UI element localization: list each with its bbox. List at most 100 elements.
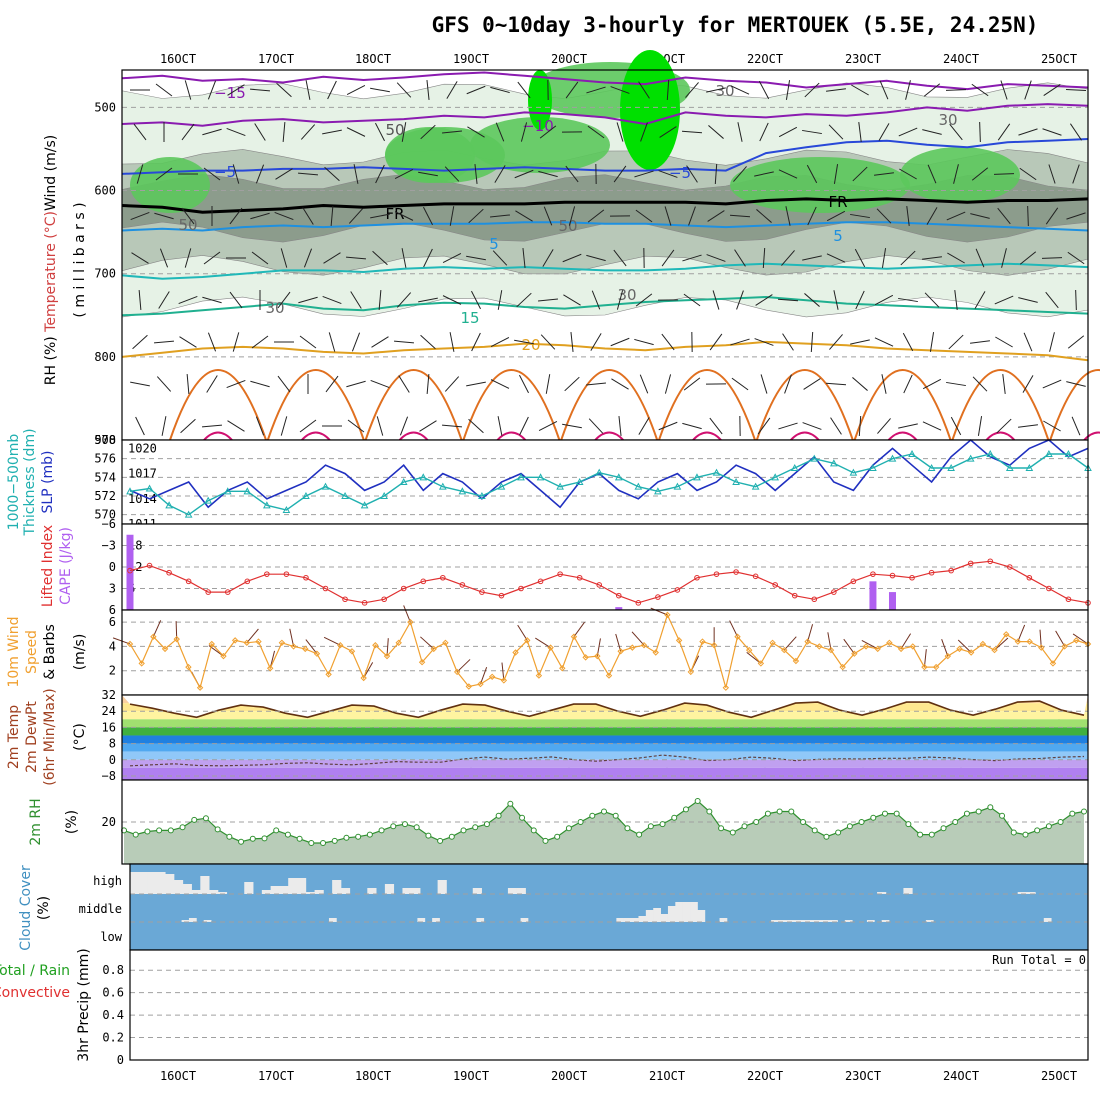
cloud-block: [130, 872, 140, 894]
wind-barb: [1018, 297, 1038, 303]
wind-speed-point: [161, 645, 169, 653]
wind-barb: [616, 290, 624, 310]
wind-speed-point: [500, 677, 508, 684]
wind-barb-10m: [827, 632, 832, 651]
wind-speed-point: [138, 660, 145, 667]
contour-label: 5: [489, 235, 499, 253]
wind-speed-point: [1026, 638, 1033, 645]
wind-speed-point: [804, 638, 811, 645]
rh-point: [682, 806, 689, 813]
temperature-contour-25: [462, 369, 561, 441]
wind-speed-point: [605, 672, 613, 679]
wind-barb: [181, 123, 195, 141]
temperature-contour: [121, 262, 1089, 280]
rh-point: [144, 828, 151, 835]
wind-speed-point: [874, 645, 881, 653]
wind-speed-point: [442, 639, 449, 646]
wind-barb: [946, 381, 966, 387]
contour-label: 50: [558, 217, 577, 235]
wind-barb: [207, 80, 217, 100]
thickness-line: [129, 453, 1089, 516]
contour-label: 30: [938, 111, 957, 129]
wind-barb: [444, 376, 460, 392]
wind-speed-point: [465, 683, 473, 690]
wind-speed-point: [956, 645, 963, 653]
lifted-index-point: [479, 589, 485, 595]
wind-barb: [206, 375, 218, 393]
wind-speed-point: [208, 640, 215, 648]
time-label-bottom: 17OCT: [258, 1069, 294, 1083]
wind-speed-point: [547, 644, 554, 651]
cloud-block: [866, 920, 875, 922]
wind-speed-point: [921, 663, 928, 671]
wind-barb: [497, 290, 503, 310]
temperature-contour-25: [658, 369, 756, 441]
wind-barb: [303, 248, 313, 268]
wind-barb: [471, 332, 481, 352]
rh-point: [320, 840, 327, 846]
thickness-point: [1064, 449, 1073, 457]
wind-barb: [398, 375, 410, 393]
wind-barb: [610, 86, 630, 94]
cloud-block: [1043, 918, 1052, 922]
rh-point: [460, 827, 467, 834]
wind-barb: [346, 127, 366, 137]
wind-barb: [757, 417, 771, 435]
temperature-label: Temperature (°C): [43, 211, 59, 333]
wind-barb-10m: [941, 639, 949, 657]
rh-green-patch: [730, 157, 910, 213]
wind-speed-point: [360, 674, 367, 682]
wind-speed-point: [196, 684, 204, 691]
wind-barb: [1027, 205, 1029, 227]
wind-barb: [975, 248, 985, 268]
wind-barb-10m: [843, 638, 855, 655]
wind-barb: [874, 337, 894, 347]
wind-barb: [514, 339, 534, 345]
precip-tick-label: 0.2: [102, 1031, 124, 1045]
wind-barb: [898, 127, 918, 137]
wind-label: Wind (m/s): [43, 135, 59, 211]
level-tick-label: 800: [94, 350, 116, 364]
li-ylabel: Lifted Index: [40, 525, 56, 607]
temp-tick-label: 0: [109, 753, 116, 767]
cloud-block: [1017, 892, 1027, 894]
cloud-tick-label: low: [100, 930, 122, 944]
lifted-index-point: [303, 574, 309, 581]
temperature-contour-25: [560, 369, 659, 441]
wind-barb-10m: [305, 639, 318, 655]
rh-2m-panel: 20 2m RH (%): [28, 779, 1089, 865]
cloud-block: [516, 888, 526, 894]
cloud-block: [472, 888, 482, 894]
cloud-block: [690, 902, 698, 922]
wind-barb: [664, 374, 672, 394]
lifted-index-point: [440, 574, 446, 581]
thickness-point: [1045, 449, 1053, 457]
wind-speed-point: [687, 668, 694, 676]
thickness-ylabel-1: 1000−500mb: [6, 434, 22, 531]
wind-speed-point: [722, 684, 730, 691]
wind-barb: [426, 373, 430, 395]
wind-speed-point: [757, 660, 765, 667]
thickness-point: [321, 482, 330, 490]
thickness-point: [556, 482, 564, 490]
wind-speed-point: [827, 646, 835, 654]
wind-barb: [1048, 164, 1056, 184]
wind-barb: [519, 416, 529, 436]
wind-barb: [1045, 291, 1059, 309]
wind-barb: [466, 381, 486, 387]
wind-ylabel-2: Speed: [24, 630, 40, 674]
wind-barb: [1045, 207, 1059, 225]
wind-barb: [178, 295, 198, 305]
wind-barb: [850, 213, 870, 219]
wind-barb: [785, 206, 791, 226]
wind-barb: [590, 333, 602, 351]
wind-barb: [851, 84, 869, 96]
lifted-index-point: [224, 589, 231, 595]
wind-barb: [639, 374, 649, 394]
wind-barb: [685, 82, 699, 98]
wind-barb: [348, 208, 364, 224]
cloud-block: [623, 918, 632, 922]
wind-barb: [635, 293, 653, 307]
